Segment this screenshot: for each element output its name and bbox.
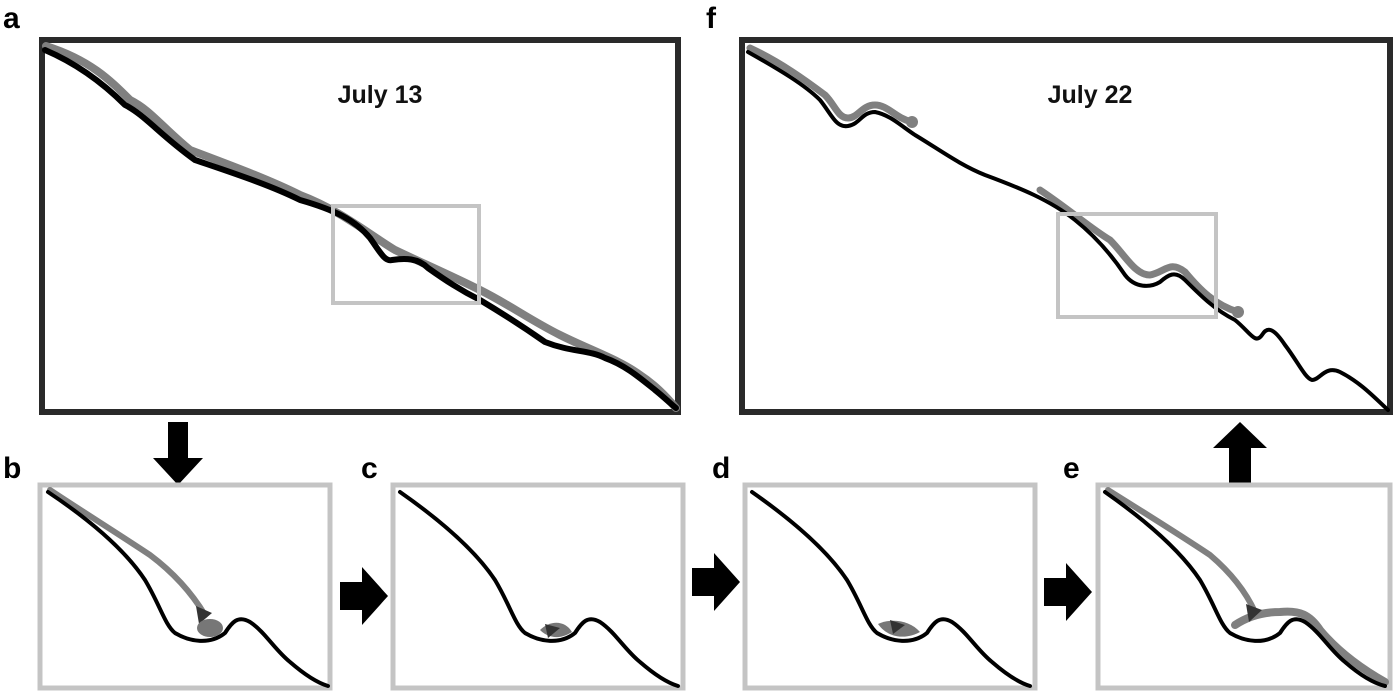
arrow-d-to-e bbox=[1044, 563, 1092, 621]
panel-e-black-profile bbox=[1103, 490, 1387, 688]
panel-a: a July 13 bbox=[3, 2, 681, 415]
panel-f-frame bbox=[739, 37, 1393, 415]
panel-e-arrowhead bbox=[1246, 604, 1262, 622]
panel-f-grey-lower bbox=[1036, 186, 1242, 316]
arrow-b-to-c bbox=[340, 567, 388, 625]
panel-c-frame bbox=[390, 482, 686, 691]
panel-f-grey-dot-upper bbox=[906, 116, 918, 128]
panel-d-letter: d bbox=[712, 452, 730, 485]
panel-f-grey-upper bbox=[746, 44, 916, 126]
panel-e: e bbox=[1063, 452, 1393, 691]
panel-b-frame bbox=[37, 482, 333, 691]
panel-b-grey-profile bbox=[47, 487, 208, 618]
panel-f-black-profile bbox=[746, 50, 1390, 412]
panel-c-arrowhead bbox=[545, 624, 560, 638]
panel-a-date: July 13 bbox=[338, 81, 423, 109]
panel-e-letter: e bbox=[1063, 452, 1080, 485]
panel-b-deposit bbox=[197, 619, 223, 637]
arrow-c-to-d bbox=[692, 553, 740, 611]
panel-d: d bbox=[712, 452, 1038, 691]
panel-f-selection-box bbox=[1056, 212, 1218, 319]
panel-c-letter: c bbox=[361, 452, 378, 485]
panel-a-letter: a bbox=[3, 2, 20, 35]
panel-e-frame bbox=[1095, 482, 1393, 691]
panel-b-black-profile bbox=[46, 490, 330, 688]
panel-e-grey-upper bbox=[1105, 487, 1258, 615]
arrow-e-to-f bbox=[1213, 422, 1267, 486]
arrow-a-to-b bbox=[153, 422, 203, 485]
panel-b-letter: b bbox=[3, 452, 21, 485]
panel-d-black-profile bbox=[750, 490, 1032, 688]
panel-f-grey-dot-lower bbox=[1232, 306, 1244, 318]
panel-c: c bbox=[361, 452, 686, 691]
panel-d-arrowhead bbox=[890, 620, 905, 634]
panel-a-selection-box bbox=[331, 204, 481, 305]
panel-f: f July 22 bbox=[706, 2, 1393, 415]
panel-a-frame bbox=[39, 37, 681, 415]
panel-c-black-profile bbox=[398, 490, 680, 688]
panel-b: b bbox=[3, 452, 333, 691]
panel-a-black-profile bbox=[42, 47, 679, 411]
panel-b-arrowhead bbox=[196, 606, 212, 624]
panel-e-grey-lower bbox=[1231, 607, 1389, 686]
panel-f-letter: f bbox=[706, 2, 717, 35]
panel-d-frame bbox=[742, 482, 1038, 691]
panel-f-date: July 22 bbox=[1048, 81, 1133, 109]
